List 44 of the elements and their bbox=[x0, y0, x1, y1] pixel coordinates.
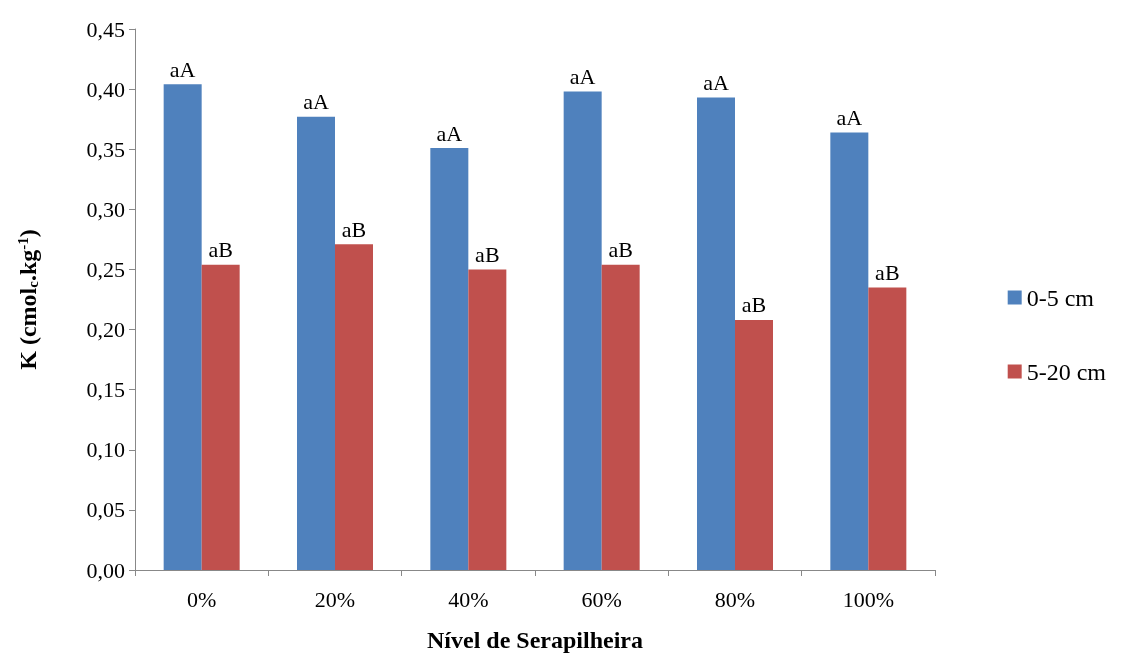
annotation: aA bbox=[703, 70, 729, 96]
annotation: aA bbox=[836, 104, 863, 130]
bar bbox=[735, 319, 773, 570]
annotation: aB bbox=[208, 237, 233, 263]
annotation: aB bbox=[608, 237, 633, 263]
legend-label: 5-20 cm bbox=[1026, 358, 1107, 385]
y-tick-label: 0,20 bbox=[86, 317, 125, 343]
bar bbox=[601, 264, 640, 570]
y-tick-label: 0,10 bbox=[86, 437, 125, 463]
bar bbox=[430, 148, 469, 570]
bar bbox=[563, 91, 602, 570]
bar bbox=[830, 132, 869, 570]
annotation: aA bbox=[436, 120, 463, 146]
x-tick-label: 20% bbox=[314, 586, 356, 612]
x-axis-title: Nível de Serapilheira bbox=[427, 627, 643, 653]
annotation: aA bbox=[569, 64, 596, 90]
x-tick-label: 100% bbox=[842, 586, 894, 612]
bar bbox=[697, 97, 735, 570]
y-tick-label: 0,15 bbox=[86, 377, 125, 403]
bar bbox=[468, 269, 507, 570]
y-axis-title: K (cmolc.kg-1) bbox=[14, 229, 41, 370]
y-tick-label: 0,40 bbox=[86, 76, 125, 102]
bar bbox=[163, 84, 202, 570]
y-tick-label: 0,45 bbox=[86, 16, 125, 42]
annotation: aB bbox=[475, 241, 500, 267]
y-tick-label: 0,00 bbox=[86, 557, 125, 583]
y-tick-label: 0,05 bbox=[86, 497, 125, 523]
y-tick-label: 0,35 bbox=[86, 136, 125, 162]
annotation: aB bbox=[875, 259, 900, 285]
bar bbox=[201, 264, 240, 570]
y-tick-label: 0,30 bbox=[86, 196, 125, 222]
annotation: aA bbox=[169, 56, 196, 82]
annotation: aA bbox=[303, 89, 329, 115]
annotation: aB bbox=[741, 292, 767, 318]
x-tick-label: 80% bbox=[714, 586, 756, 612]
legend-label: 0-5 cm bbox=[1026, 284, 1095, 311]
bar bbox=[335, 244, 373, 570]
annotation: aB bbox=[341, 216, 367, 242]
x-tick-label: 0% bbox=[187, 586, 217, 612]
bar bbox=[297, 116, 335, 570]
x-tick-label: 40% bbox=[448, 586, 489, 612]
bar bbox=[868, 287, 907, 570]
x-tick-label: 60% bbox=[581, 586, 622, 612]
y-tick-label: 0,25 bbox=[86, 256, 125, 282]
